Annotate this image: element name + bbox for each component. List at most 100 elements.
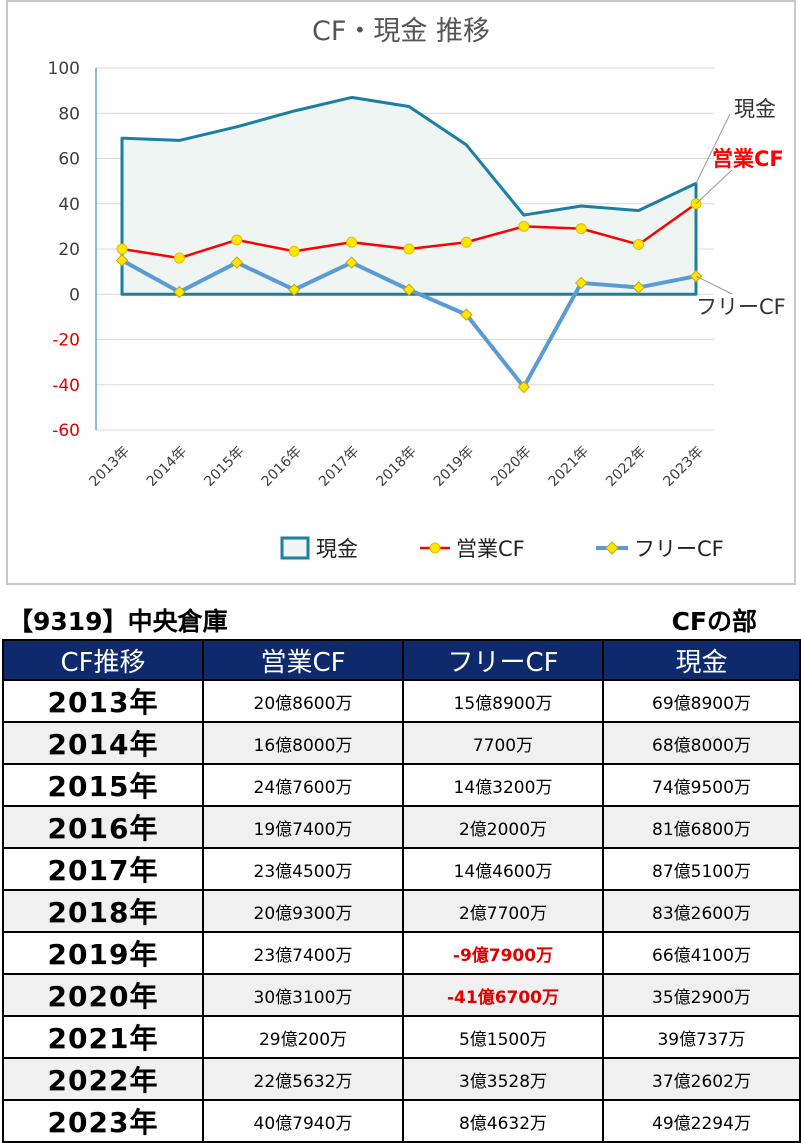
cash-cell: 74億9500万 xyxy=(602,763,801,807)
table-row: 2013年 20億8600万 15億8900万 69億8900万 xyxy=(2,679,801,723)
x-tick-label: 2023年 xyxy=(660,444,706,490)
year-cell: 2020年 xyxy=(2,973,204,1017)
y-tick-label: 20 xyxy=(58,240,80,260)
operating-cf-cell: 23億4500万 xyxy=(202,847,404,891)
table-subtitle: CFの部 xyxy=(671,607,757,636)
header-free-cf: フリーCF xyxy=(402,639,604,681)
operating-cf-point xyxy=(518,220,530,232)
table-row: 2018年 20億9300万 2億7700万 83億2600万 xyxy=(2,889,801,933)
y-tick-label: -60 xyxy=(52,421,80,441)
table-row: 2020年 30億3100万 -41億6700万 35億2900万 xyxy=(2,973,801,1017)
operating-cf-point xyxy=(231,234,243,246)
legend-operating-cf-marker xyxy=(429,542,441,554)
legend-cash-label: 現金 xyxy=(316,537,358,561)
operating-cf-cell: 16億8000万 xyxy=(202,721,404,765)
free-cf-point xyxy=(632,281,645,294)
free-cf-cell: 14億4600万 xyxy=(402,847,604,891)
cash-cell: 87億5100万 xyxy=(602,847,801,891)
table-row: 2016年 19億7400万 2億2000万 81億6800万 xyxy=(2,805,801,849)
y-tick-label: 40 xyxy=(58,195,80,215)
x-tick-label: 2016年 xyxy=(259,444,305,490)
chart-title: CF・現金 推移 xyxy=(312,16,490,47)
year-cell: 2019年 xyxy=(2,931,204,975)
table-title: 【9319】中央倉庫 xyxy=(8,607,228,636)
free-cf-series-label: フリーCF xyxy=(696,295,786,319)
free-cf-point xyxy=(230,256,244,269)
cash-cell: 39億737万 xyxy=(602,1015,801,1059)
table-body: 2013年 20億8600万 15億8900万 69億8900万 2014年 16億800… xyxy=(2,679,801,1143)
operating-cf-cell: 29億200万 xyxy=(202,1015,404,1059)
year-cell: 2021年 xyxy=(2,1015,204,1059)
table-row: 2017年 23億4500万 14億4600万 87億5100万 xyxy=(2,847,801,891)
year-cell: 2014年 xyxy=(2,721,204,765)
chart-panel: CF・現金 推移 100 80 60 40 20 0 -20 -40 -60 2013年 2014年 2… xyxy=(6,0,796,585)
free-cf-cell: 15億8900万 xyxy=(402,679,604,723)
operating-cf-cell: 20億8600万 xyxy=(202,679,404,723)
x-tick-label: 2018年 xyxy=(373,444,419,490)
free-cf-point xyxy=(460,308,473,321)
cash-cell: 69億8900万 xyxy=(602,679,801,723)
legend-free-cf-marker xyxy=(605,541,619,555)
free-cf-cell: 2億2000万 xyxy=(402,805,604,849)
x-tick-label: 2022年 xyxy=(603,444,649,490)
free-cf-cell: -9億7900万 xyxy=(402,931,604,975)
operating-cf-point xyxy=(460,236,472,248)
x-tick-label: 2015年 xyxy=(201,444,247,490)
cf-table: CF推移 営業CF フリーCF 現金 2013年 20億8600万 15億8900万… xyxy=(2,639,801,1143)
cash-cell: 66億4100万 xyxy=(602,931,801,975)
free-cf-cell: 5億1500万 xyxy=(402,1015,604,1059)
legend-free-cf-label: フリーCF xyxy=(634,537,724,561)
free-cf-point xyxy=(517,380,531,394)
legend-operating-cf-label: 営業CF xyxy=(456,537,525,561)
operating-cf-cell: 30億3100万 xyxy=(202,973,404,1017)
operating-cf-point xyxy=(173,252,185,264)
operating-cf-series-label: 営業CF xyxy=(712,147,784,171)
year-cell: 2017年 xyxy=(2,847,204,891)
x-tick-label: 2019年 xyxy=(431,444,477,490)
operating-cf-point xyxy=(575,223,587,235)
cash-series-label: 現金 xyxy=(734,97,776,121)
header-cash: 現金 xyxy=(602,639,801,681)
year-cell: 2015年 xyxy=(2,763,204,807)
cash-cell: 35億2900万 xyxy=(602,973,801,1017)
free-cf-cell: 2億7700万 xyxy=(402,889,604,933)
free-cf-point xyxy=(345,256,358,269)
cash-cell: 49億2294万 xyxy=(602,1099,801,1143)
year-cell: 2022年 xyxy=(2,1057,204,1101)
free-cf-cell: 14億3200万 xyxy=(402,763,604,807)
free-cf-point xyxy=(402,283,416,296)
y-tick-label: -40 xyxy=(52,376,80,396)
cash-cell: 37億2602万 xyxy=(602,1057,801,1101)
cash-leader-line xyxy=(695,113,731,184)
operating-cf-point xyxy=(403,243,415,255)
year-cell: 2018年 xyxy=(2,889,204,933)
table-row: 2023年 40億7940万 8億4632万 49億2294万 xyxy=(2,1099,801,1143)
operating-cf-point xyxy=(288,245,300,257)
y-tick-label: 60 xyxy=(58,150,80,170)
legend-cash-swatch xyxy=(280,536,310,560)
operating-cf-cell: 19億7400万 xyxy=(202,805,404,849)
free-cf-cell: 3億3528万 xyxy=(402,1057,604,1101)
y-tick-label: 80 xyxy=(58,104,80,124)
free-cf-leader-line xyxy=(695,275,733,295)
y-tick-label: 0 xyxy=(69,285,80,305)
year-cell: 2016年 xyxy=(2,805,204,849)
operating-cf-cell: 23億7400万 xyxy=(202,931,404,975)
free-cf-point xyxy=(287,283,301,296)
y-tick-label: -20 xyxy=(52,331,80,351)
free-cf-cell: 7700万 xyxy=(402,721,604,765)
cash-cell: 68億8000万 xyxy=(602,721,801,765)
year-cell: 2013年 xyxy=(2,679,204,723)
free-cf-point xyxy=(115,254,129,267)
free-cf-cell: -41億6700万 xyxy=(402,973,604,1017)
table-row: 2019年 23億7400万 -9億7900万 66億4100万 xyxy=(2,931,801,975)
x-tick-label: 2013年 xyxy=(86,444,132,490)
operating-cf-point xyxy=(633,238,645,250)
operating-cf-cell: 22億5632万 xyxy=(202,1057,404,1101)
series-cash-area xyxy=(120,95,698,296)
x-tick-label: 2021年 xyxy=(546,444,592,490)
operating-cf-cell: 20億9300万 xyxy=(202,889,404,933)
cash-cell: 81億6800万 xyxy=(602,805,801,849)
table-header-row: CF推移 営業CF フリーCF 現金 xyxy=(2,639,801,681)
header-operating-cf: 営業CF xyxy=(202,639,404,681)
